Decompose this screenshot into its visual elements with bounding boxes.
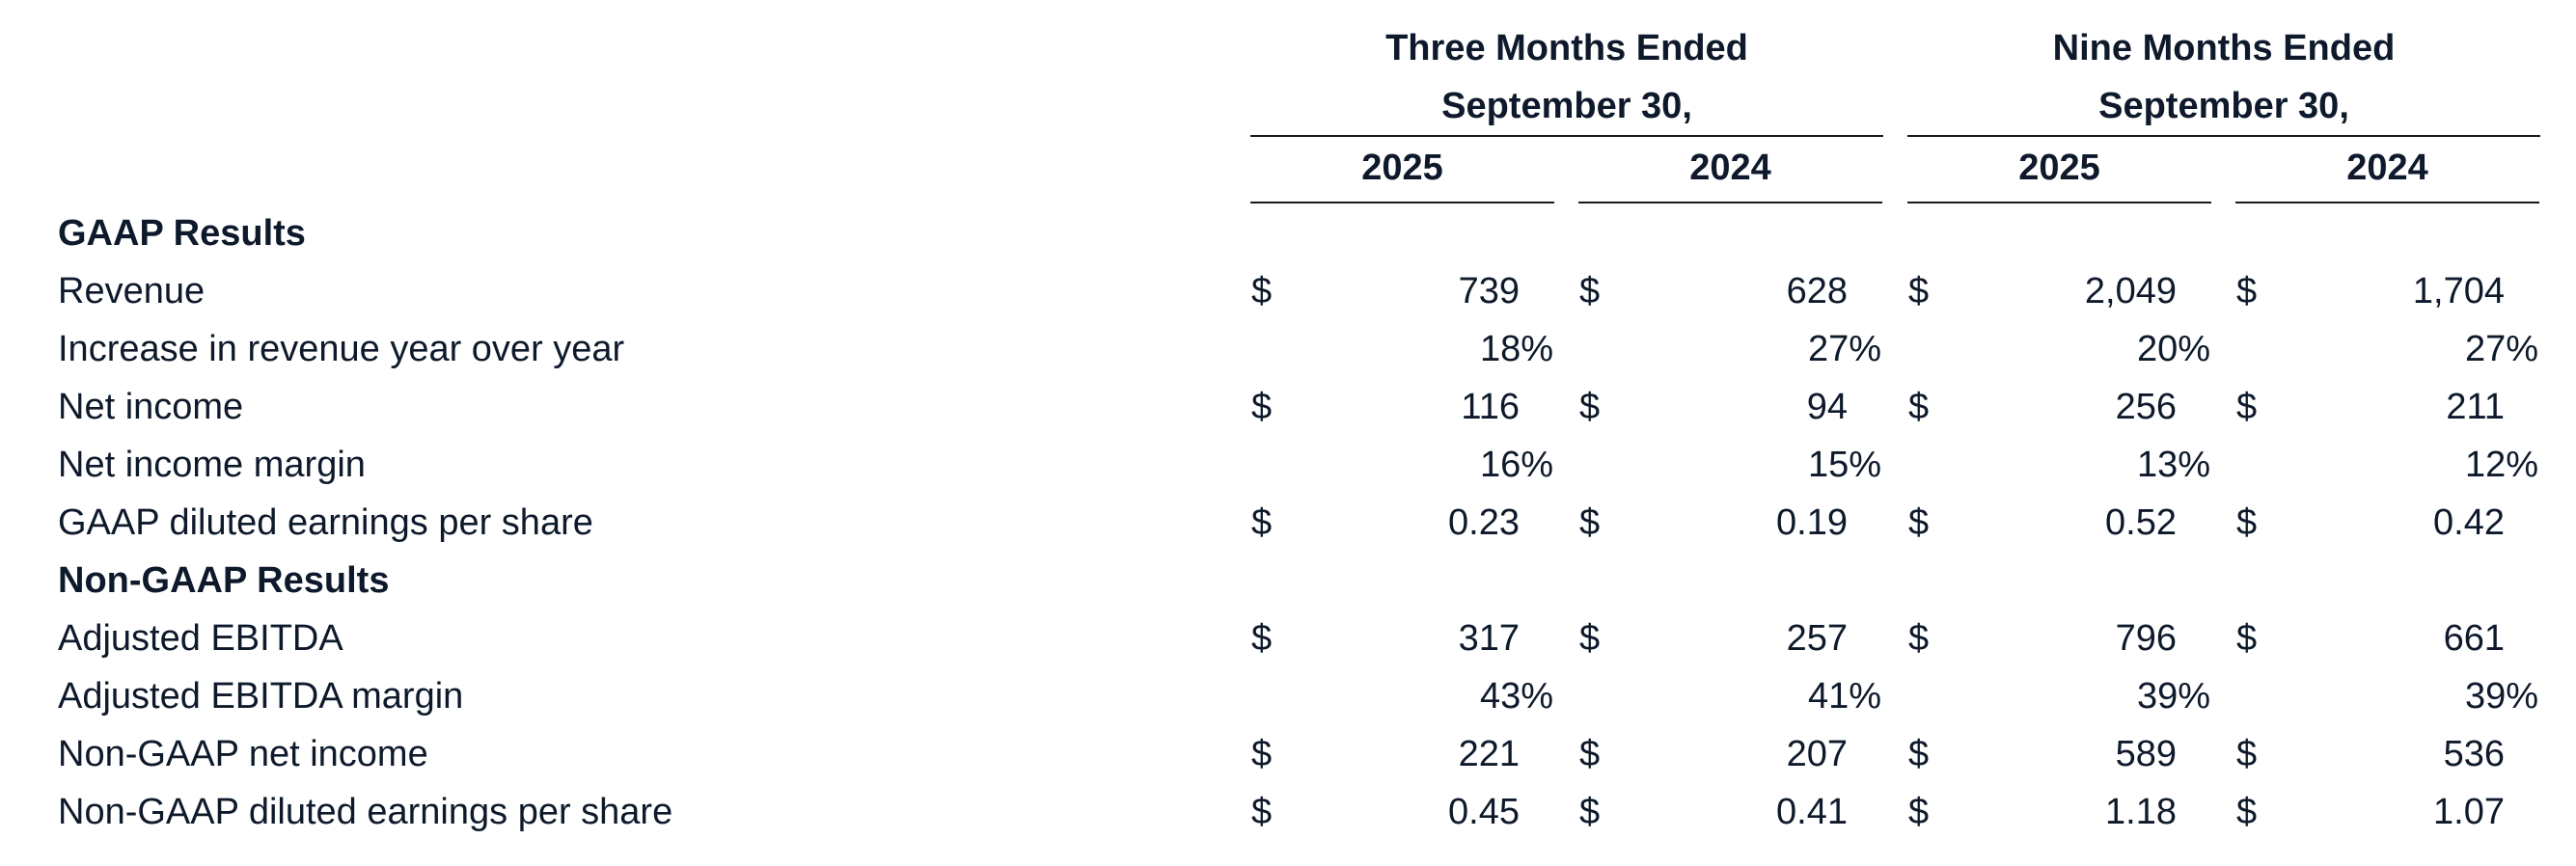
currency-symbol: $ xyxy=(1251,387,1273,427)
row-label: Revenue xyxy=(58,271,206,311)
section-title-gaap: GAAP Results xyxy=(58,213,306,254)
group-rule-three-months xyxy=(1250,135,1883,137)
cell-value: 27% xyxy=(2464,329,2538,369)
currency-symbol: $ xyxy=(1251,618,1273,659)
cell-value: 0.23 xyxy=(1448,502,1520,543)
year-rule-col4 xyxy=(2235,202,2539,203)
row-label: Non-GAAP diluted earnings per share xyxy=(58,792,673,832)
section-row-non-gaap: Non-GAAP Results xyxy=(0,552,2576,609)
row-label: GAAP diluted earnings per share xyxy=(58,502,593,543)
cell-value: 661 xyxy=(2443,618,2505,659)
cell-value: 43% xyxy=(1479,676,1553,717)
year-rule-col1 xyxy=(1250,202,1554,203)
table-row: Non-GAAP net income $221 $207 $589 $536 xyxy=(0,725,2576,783)
cell-value: 13% xyxy=(2136,445,2210,485)
cell-value: 94 xyxy=(1806,387,1848,427)
header-three-months-line2: September 30, xyxy=(1441,86,1692,126)
currency-symbol: $ xyxy=(2236,387,2258,427)
header-three-months-line1: Three Months Ended xyxy=(1385,28,1748,68)
row-label: Adjusted EBITDA xyxy=(58,618,343,659)
cell-value: 628 xyxy=(1786,271,1848,311)
section-title-non-gaap: Non-GAAP Results xyxy=(58,560,390,601)
currency-symbol: $ xyxy=(1579,734,1601,774)
cell-value: 18% xyxy=(1479,329,1553,369)
cell-value: 0.42 xyxy=(2433,502,2505,543)
year-header-col1: 2025 xyxy=(1361,148,1443,188)
cell-value: 2,049 xyxy=(2084,271,2177,311)
row-label: Net income xyxy=(58,387,244,427)
currency-symbol: $ xyxy=(1579,792,1601,832)
cell-value: 0.41 xyxy=(1776,792,1848,832)
cell-value: 536 xyxy=(2443,734,2505,774)
cell-value: 1.18 xyxy=(2105,792,2177,832)
cell-value: 1,704 xyxy=(2412,271,2505,311)
cell-value: 1.07 xyxy=(2433,792,2505,832)
currency-symbol: $ xyxy=(2236,618,2258,659)
currency-symbol: $ xyxy=(2236,734,2258,774)
cell-value: 589 xyxy=(2115,734,2177,774)
cell-value: 257 xyxy=(1786,618,1848,659)
cell-value: 796 xyxy=(2115,618,2177,659)
currency-symbol: $ xyxy=(1579,271,1601,311)
cell-value: 0.45 xyxy=(1448,792,1520,832)
cell-value: 221 xyxy=(1458,734,1520,774)
cell-value: 16% xyxy=(1479,445,1553,485)
cell-value: 317 xyxy=(1458,618,1520,659)
year-rule-col2 xyxy=(1578,202,1882,203)
header-nine-months-line1: Nine Months Ended xyxy=(2052,28,2396,68)
currency-symbol: $ xyxy=(1579,387,1601,427)
currency-symbol: $ xyxy=(1251,502,1273,543)
cell-value: 27% xyxy=(1807,329,1881,369)
cell-value: 207 xyxy=(1786,734,1848,774)
currency-symbol: $ xyxy=(1908,618,1930,659)
cell-value: 39% xyxy=(2464,676,2538,717)
cell-value: 739 xyxy=(1458,271,1520,311)
currency-symbol: $ xyxy=(2236,792,2258,832)
currency-symbol: $ xyxy=(1251,734,1273,774)
cell-value: 116 xyxy=(1461,387,1520,427)
currency-symbol: $ xyxy=(1579,502,1601,543)
table-row: Adjusted EBITDA margin 43% 41% 39% 39% xyxy=(0,667,2576,725)
year-rule-col3 xyxy=(1907,202,2211,203)
cell-value: 39% xyxy=(2136,676,2210,717)
currency-symbol: $ xyxy=(1251,792,1273,832)
currency-symbol: $ xyxy=(2236,502,2258,543)
currency-symbol: $ xyxy=(1908,387,1930,427)
currency-symbol: $ xyxy=(1579,618,1601,659)
table-row: Adjusted EBITDA $317 $257 $796 $661 xyxy=(0,609,2576,667)
section-row-gaap: GAAP Results xyxy=(0,204,2576,262)
cell-value: 20% xyxy=(2136,329,2210,369)
currency-symbol: $ xyxy=(1908,271,1930,311)
currency-symbol: $ xyxy=(1251,271,1273,311)
table-row: GAAP diluted earnings per share $0.23 $0.1… xyxy=(0,494,2576,552)
cell-value: 0.19 xyxy=(1776,502,1848,543)
currency-symbol: $ xyxy=(2236,271,2258,311)
table-row: Non-GAAP diluted earnings per share $0.45… xyxy=(0,783,2576,841)
table-row: Net income margin 16% 15% 13% 12% xyxy=(0,436,2576,494)
row-label: Non-GAAP net income xyxy=(58,734,428,774)
year-header-col4: 2024 xyxy=(2346,148,2428,188)
cell-value: 211 xyxy=(2446,387,2505,427)
cell-value: 41% xyxy=(1807,676,1881,717)
row-label: Increase in revenue year over year xyxy=(58,329,625,369)
row-label: Net income margin xyxy=(58,445,366,485)
group-rule-nine-months xyxy=(1907,135,2540,137)
currency-symbol: $ xyxy=(1908,502,1930,543)
table-row: Revenue $739 $628 $2,049 $1,704 xyxy=(0,262,2576,320)
cell-value: 0.52 xyxy=(2105,502,2177,543)
header-nine-months-line2: September 30, xyxy=(2098,86,2349,126)
cell-value: 15% xyxy=(1807,445,1881,485)
table-row: Net income $116 $94 $256 $211 xyxy=(0,378,2576,436)
currency-symbol: $ xyxy=(1908,792,1930,832)
year-header-col3: 2025 xyxy=(2018,148,2100,188)
row-label: Adjusted EBITDA margin xyxy=(58,676,464,717)
year-header-col2: 2024 xyxy=(1689,148,1771,188)
currency-symbol: $ xyxy=(1908,734,1930,774)
cell-value: 12% xyxy=(2464,445,2538,485)
cell-value: 256 xyxy=(2115,387,2177,427)
table-row: Increase in revenue year over year 18% 27%… xyxy=(0,320,2576,378)
